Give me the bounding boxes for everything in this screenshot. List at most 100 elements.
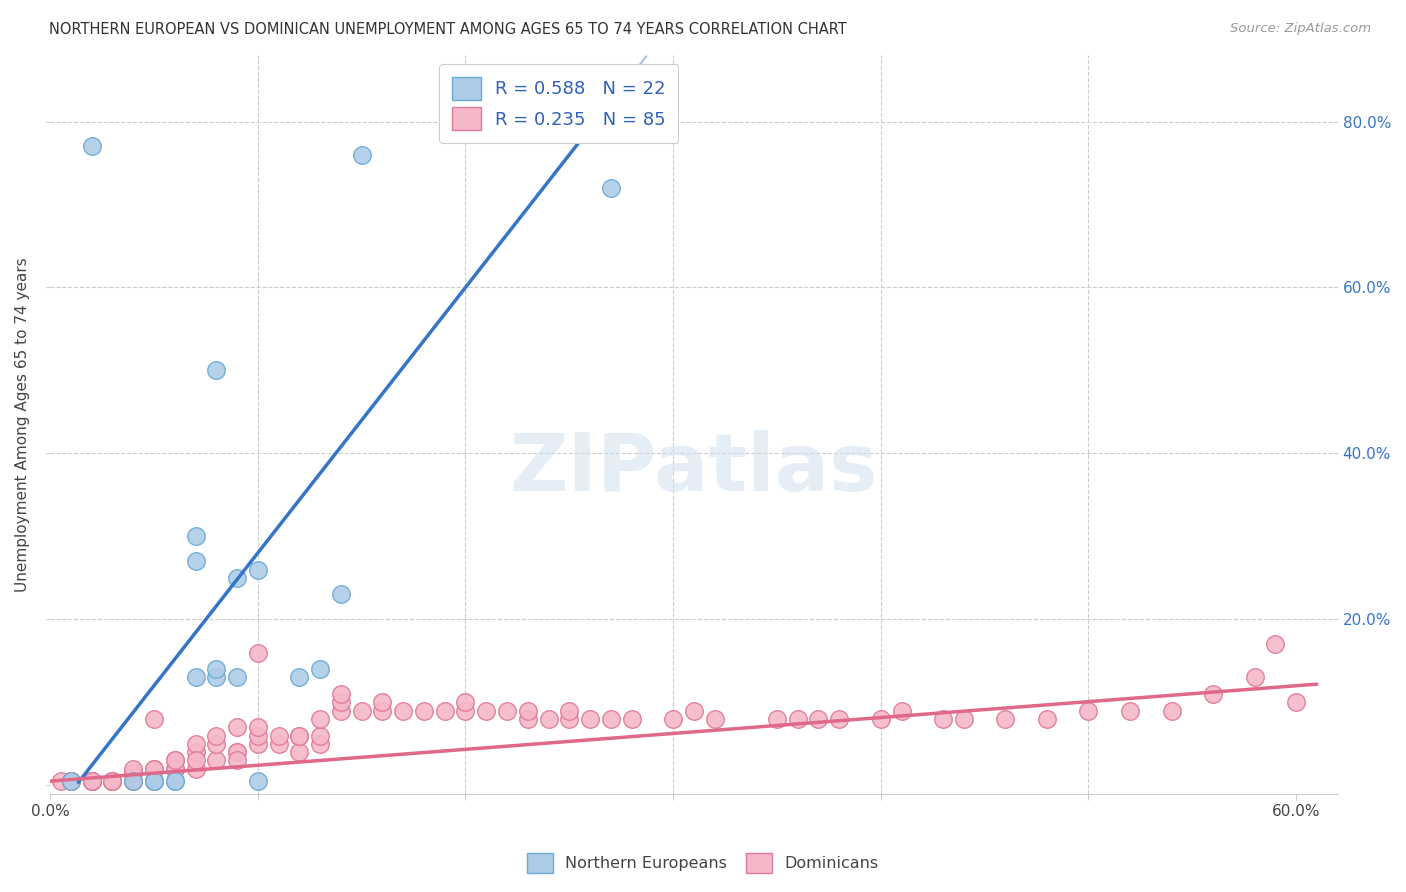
Point [994,712,1017,726]
Point [953,712,976,726]
Point [143,762,166,776]
Point [454,695,477,709]
Point [226,720,249,734]
Point [662,712,685,726]
Point [226,745,249,759]
Point [599,712,621,726]
Point [1036,712,1059,726]
Point [163,762,186,776]
Point [143,762,166,776]
Text: NORTHERN EUROPEAN VS DOMINICAN UNEMPLOYMENT AMONG AGES 65 TO 74 YEARS CORRELATIO: NORTHERN EUROPEAN VS DOMINICAN UNEMPLOYM… [49,22,846,37]
Point [205,363,228,377]
Point [786,712,808,726]
Point [267,729,290,743]
Point [620,712,643,726]
Point [226,670,249,684]
Point [1202,687,1225,701]
Point [558,704,581,718]
Point [329,687,352,701]
Point [350,147,373,161]
Point [413,704,436,718]
Point [683,704,706,718]
Point [392,704,415,718]
Point [496,704,519,718]
Point [184,529,207,543]
Legend: Northern Europeans, Dominicans: Northern Europeans, Dominicans [520,847,886,880]
Point [309,662,332,676]
Y-axis label: Unemployment Among Ages 65 to 74 years: Unemployment Among Ages 65 to 74 years [15,257,30,591]
Point [558,712,581,726]
Point [184,753,207,767]
Point [1285,695,1308,709]
Point [1160,704,1182,718]
Point [143,774,166,789]
Point [766,712,789,726]
Point [246,729,269,743]
Point [205,729,228,743]
Point [267,737,290,751]
Point [288,729,311,743]
Point [184,737,207,751]
Point [184,762,207,776]
Point [309,729,332,743]
Legend: R = 0.588   N = 22, R = 0.235   N = 85: R = 0.588 N = 22, R = 0.235 N = 85 [439,64,678,143]
Point [122,774,145,789]
Point [1119,704,1142,718]
Point [869,712,891,726]
Point [122,765,145,780]
Point [475,704,498,718]
Point [122,774,145,789]
Point [226,745,249,759]
Point [1264,637,1286,651]
Point [246,563,269,577]
Point [288,745,311,759]
Point [226,753,249,767]
Point [184,670,207,684]
Point [143,774,166,789]
Point [122,774,145,789]
Point [205,670,228,684]
Point [350,704,373,718]
Point [101,774,124,789]
Point [80,774,103,789]
Point [80,139,103,153]
Point [101,774,124,789]
Point [516,712,538,726]
Point [371,695,394,709]
Point [80,774,103,789]
Point [184,745,207,759]
Point [122,765,145,780]
Point [454,704,477,718]
Point [49,774,72,789]
Point [599,181,621,195]
Point [80,774,103,789]
Point [59,774,82,789]
Point [80,774,103,789]
Point [309,712,332,726]
Point [246,737,269,751]
Point [143,712,166,726]
Point [101,774,124,789]
Text: Source: ZipAtlas.com: Source: ZipAtlas.com [1230,22,1371,36]
Point [122,762,145,776]
Point [163,762,186,776]
Point [59,774,82,789]
Point [143,774,166,789]
Point [371,704,394,718]
Point [205,753,228,767]
Point [807,712,830,726]
Point [163,774,186,789]
Point [246,720,269,734]
Point [288,729,311,743]
Point [828,712,851,726]
Point [433,704,456,718]
Point [59,774,82,789]
Point [329,695,352,709]
Text: ZIPatlas: ZIPatlas [510,430,877,508]
Point [579,712,602,726]
Point [205,662,228,676]
Point [329,704,352,718]
Point [163,753,186,767]
Point [143,774,166,789]
Point [890,704,912,718]
